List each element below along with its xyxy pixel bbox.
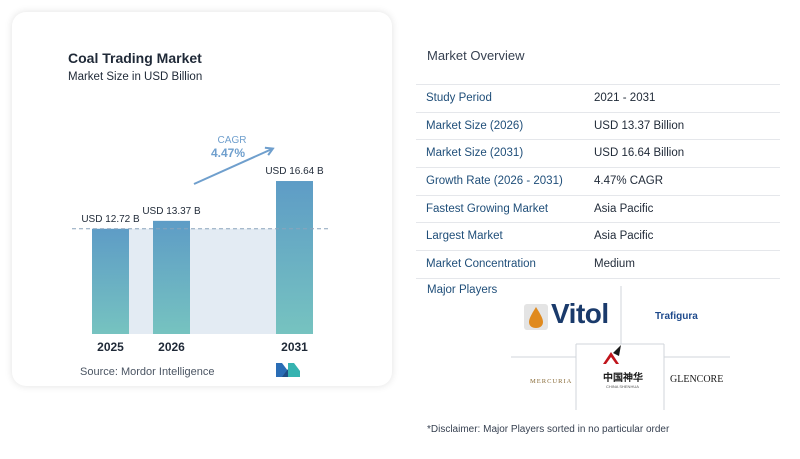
- source-label: Source:: [80, 366, 118, 378]
- overview-value: 4.47% CAGR: [594, 175, 664, 188]
- overview-label: Study Period: [426, 92, 492, 104]
- overview-label: Growth Rate (2026 - 2031): [426, 175, 563, 188]
- source-name: Mordor Intelligence: [120, 366, 215, 378]
- overview-row: Market Concentration Medium: [416, 251, 780, 279]
- overview-label: Market Size (2026): [426, 119, 524, 132]
- overview-table: Study Period 2021 - 2031 Market Size (20…: [416, 84, 780, 279]
- overview-value: 2021 - 2031: [594, 92, 656, 104]
- cagr-arrow: [193, 149, 272, 185]
- overview-label: Market Concentration: [426, 258, 536, 271]
- source-text: Source: Mordor Intelligence: [80, 366, 215, 378]
- gap-band: [129, 228, 276, 334]
- bar: [276, 181, 313, 334]
- overview-row: Market Size (2026) USD 13.37 Billion: [416, 113, 780, 141]
- overview-title: Market Overview: [427, 48, 525, 63]
- overview-value: USD 16.64 Billion: [594, 147, 685, 160]
- bar-chart: USD 12.72 B 2025 USD 13.37 B 2026 USD 16.64 …: [72, 135, 330, 354]
- shenhua-emblem-icon: [603, 345, 621, 364]
- chart-title: Coal Trading Market: [68, 50, 202, 66]
- glencore-logo: GLENCORE: [670, 374, 724, 385]
- overview-row: Study Period 2021 - 2031: [416, 84, 780, 113]
- vitol-logo: Vitol: [551, 298, 609, 329]
- bar-value-label: USD 13.37 B: [142, 206, 201, 217]
- overview-row: Market Size (2031) USD 16.64 Billion: [416, 140, 780, 169]
- vitol-drop-icon: [524, 304, 548, 330]
- bar: [153, 220, 190, 334]
- chart-subtitle: Market Size in USD Billion: [68, 71, 203, 83]
- trafigura-logo: Trafigura: [655, 311, 698, 322]
- category-label: 2031: [281, 340, 308, 354]
- mordor-logo-icon: [276, 363, 300, 377]
- overview-row: Largest Market Asia Pacific: [416, 223, 780, 252]
- overview-label: Largest Market: [426, 230, 503, 243]
- shenhua-logo-sub: CHINA SHENHUA: [606, 384, 639, 389]
- shenhua-logo: 中国神华: [603, 373, 643, 384]
- category-label: 2026: [158, 340, 185, 354]
- overview-value: USD 13.37 Billion: [594, 119, 685, 132]
- overview-value: Asia Pacific: [594, 202, 654, 215]
- overview-row: Growth Rate (2026 - 2031) 4.47% CAGR: [416, 168, 780, 196]
- bar-value-label: USD 12.72 B: [81, 214, 140, 225]
- bar-value-label: USD 16.64 B: [265, 166, 324, 177]
- category-label: 2025: [97, 340, 124, 354]
- major-players-title: Major Players: [427, 284, 498, 296]
- overview-value: Medium: [594, 258, 635, 271]
- cagr-value: 4.47%: [211, 146, 245, 160]
- disclaimer: *Disclaimer: Major Players sorted in no …: [427, 424, 670, 435]
- overview-label: Fastest Growing Market: [426, 202, 549, 215]
- overview-row: Fastest Growing Market Asia Pacific: [416, 196, 780, 224]
- overview-value: Asia Pacific: [594, 230, 654, 243]
- bar: [92, 228, 129, 334]
- overview-label: Market Size (2031): [426, 147, 524, 160]
- cagr-label: CAGR: [218, 135, 247, 146]
- mercuria-logo: MERCURIA: [530, 378, 573, 385]
